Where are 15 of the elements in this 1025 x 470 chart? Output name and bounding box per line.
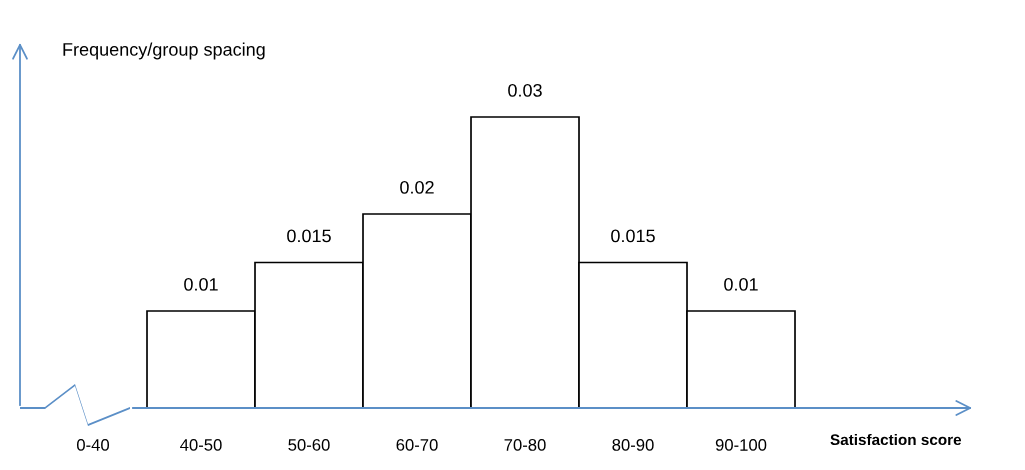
data-label: 0.01 [184,277,218,291]
data-label: 0.03 [508,83,542,97]
x-tick-label: 60-70 [396,439,438,451]
data-label: 0.01 [724,277,758,291]
x-tick-label: 50-60 [288,439,330,451]
x-tick-label: 0-40 [76,439,110,451]
data-label: 0.02 [400,180,434,194]
x-tick-label: 90-100 [715,439,767,451]
x-tick-label: 40-50 [180,439,222,451]
data-label: 0.015 [611,229,655,243]
data-label: 0.015 [287,229,331,243]
x-axis-title: Satisfaction score [830,433,962,446]
x-tick-label: 70-80 [504,439,546,451]
x-tick-label: 80-90 [612,439,654,451]
y-axis-title: Frequency/group spacing [63,42,265,60]
